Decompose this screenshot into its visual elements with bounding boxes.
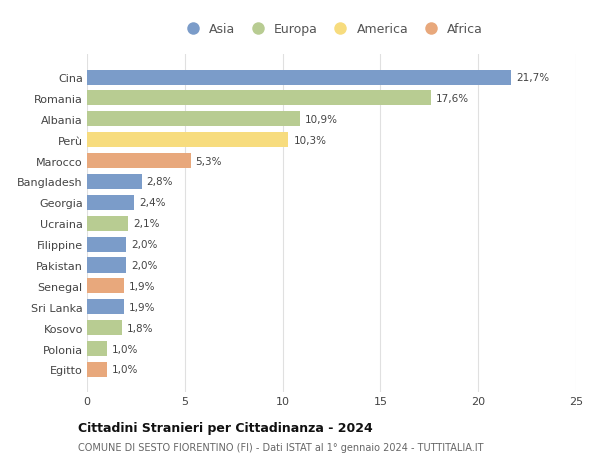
Text: 2,8%: 2,8% [146, 177, 173, 187]
Bar [87, 300, 124, 314]
Bar [87, 341, 107, 356]
Text: 10,3%: 10,3% [293, 135, 326, 146]
Bar [87, 362, 107, 377]
Text: 21,7%: 21,7% [517, 73, 550, 83]
Bar [87, 70, 511, 85]
Text: 1,9%: 1,9% [129, 302, 155, 312]
Text: 17,6%: 17,6% [436, 94, 469, 104]
Bar [87, 216, 128, 231]
Text: 1,0%: 1,0% [112, 364, 138, 375]
Text: 10,9%: 10,9% [305, 115, 338, 124]
Bar [87, 91, 431, 106]
Bar [87, 320, 122, 336]
Bar [87, 154, 191, 169]
Text: 1,9%: 1,9% [129, 281, 155, 291]
Text: 1,8%: 1,8% [127, 323, 154, 333]
Text: 2,1%: 2,1% [133, 219, 160, 229]
Bar [87, 133, 289, 148]
Legend: Asia, Europa, America, Africa: Asia, Europa, America, Africa [178, 21, 485, 39]
Bar [87, 196, 134, 210]
Bar [87, 279, 124, 294]
Bar [87, 174, 142, 190]
Text: Cittadini Stranieri per Cittadinanza - 2024: Cittadini Stranieri per Cittadinanza - 2… [78, 421, 373, 434]
Text: 1,0%: 1,0% [112, 344, 138, 354]
Text: 2,4%: 2,4% [139, 198, 166, 208]
Text: 5,3%: 5,3% [196, 156, 222, 166]
Bar [87, 237, 126, 252]
Bar [87, 258, 126, 273]
Bar [87, 112, 300, 127]
Text: 2,0%: 2,0% [131, 240, 157, 250]
Text: COMUNE DI SESTO FIORENTINO (FI) - Dati ISTAT al 1° gennaio 2024 - TUTTITALIA.IT: COMUNE DI SESTO FIORENTINO (FI) - Dati I… [78, 442, 484, 452]
Text: 2,0%: 2,0% [131, 260, 157, 270]
